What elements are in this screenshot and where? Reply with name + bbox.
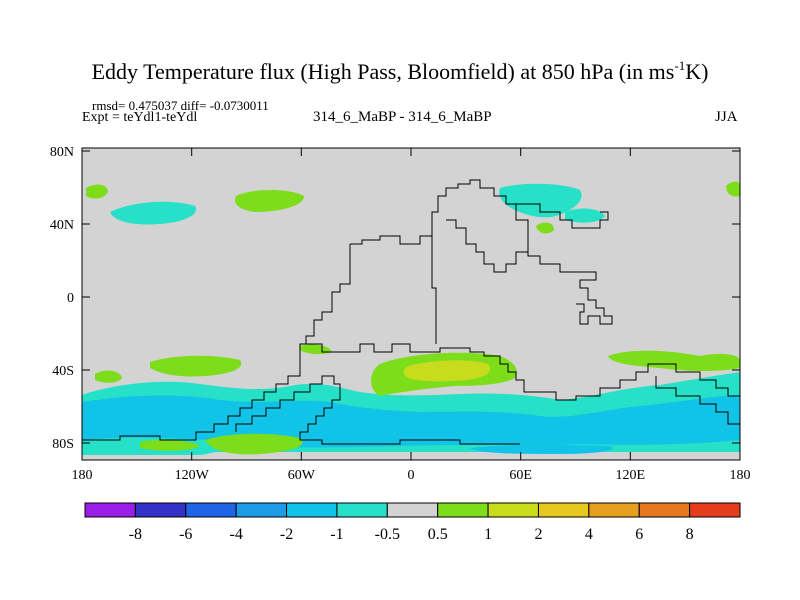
colorbar-label: 2 xyxy=(534,526,542,543)
coastline-south-west xyxy=(235,375,520,445)
colorbar-label: -2 xyxy=(280,526,293,543)
lat-label-40s: 40S xyxy=(52,364,74,379)
colorbar-label: -8 xyxy=(129,526,142,543)
colorbar-label: -4 xyxy=(229,526,242,543)
green-patch-north-east-edge xyxy=(726,181,740,197)
lat-label-0: 0 xyxy=(67,291,74,306)
colorbar-swatch xyxy=(487,502,539,518)
stats-line: rmsd= 0.475037 diff= -0.0730011 xyxy=(92,98,269,113)
coastline-americas xyxy=(350,179,613,325)
coastline-west-continent xyxy=(82,244,351,441)
green-patch-asia xyxy=(536,222,554,234)
lat-label-80s: 80S xyxy=(52,437,74,452)
colorbar-labels: -8 -6 -4 -2 -1 -0.5 0.5 1 2 4 6 8 xyxy=(129,526,694,543)
plot-title: Eddy Temperature flux (High Pass, Bloomf… xyxy=(0,58,800,85)
colorbar-label: 4 xyxy=(585,526,593,543)
lon-label-60e: 60E xyxy=(509,468,532,483)
green-patch-southwest-pacific xyxy=(150,355,242,377)
colorbar-label: -1 xyxy=(330,526,343,543)
colorbar-label: 1 xyxy=(484,526,492,543)
colorbar-label: -6 xyxy=(179,526,192,543)
lat-label-40n: 40N xyxy=(50,218,74,233)
green-patch-south-pacific-small xyxy=(95,370,122,383)
lon-label-180w: 180 xyxy=(72,468,93,483)
colorbar-swatch xyxy=(134,502,187,518)
yellow-patch-south-atlantic xyxy=(403,360,490,382)
season-label: JJA xyxy=(715,109,738,125)
colorbar-label: 8 xyxy=(686,526,694,543)
coastline-central xyxy=(306,343,740,401)
colorbar-label: 0.5 xyxy=(428,526,448,543)
colorbar-swatch xyxy=(185,502,237,518)
axis-ticks xyxy=(81,148,741,460)
coastline-north-east xyxy=(506,203,609,229)
cyan-patch-asia-2 xyxy=(565,208,605,223)
coastline-inner-land xyxy=(431,219,528,344)
colorbar-swatch xyxy=(336,502,388,518)
case-label: 314_6_MaBP - 314_6_MaBP xyxy=(313,109,492,125)
green-patch-southwest xyxy=(205,433,303,455)
green-patch-southeast xyxy=(608,350,740,371)
colorbar xyxy=(84,502,741,518)
blue-strip-bottom xyxy=(470,444,613,454)
title-main: Eddy Temperature flux (High Pass, Bloomf… xyxy=(91,59,675,84)
colorbar-swatch xyxy=(235,502,288,518)
title-superscript: -1 xyxy=(674,58,686,73)
colorbar-swatch xyxy=(84,502,136,518)
colorbar-swatch xyxy=(286,502,338,518)
green-patch-north-america xyxy=(234,190,304,212)
lat-label-80n: 80N xyxy=(50,145,74,160)
colorbar-swatch xyxy=(588,502,640,518)
lon-label-180e: 180 xyxy=(730,468,751,483)
coastlines xyxy=(82,179,740,445)
colorbar-swatch xyxy=(689,502,741,518)
experiment-label: Expt = teYdl1-teYdl xyxy=(82,110,198,125)
green-patch-southwest-2 xyxy=(140,439,200,451)
lon-label-0: 0 xyxy=(408,468,415,483)
colorbar-swatch xyxy=(437,502,489,518)
cyan-patch-north-pacific xyxy=(110,201,197,225)
colorbar-label: -0.5 xyxy=(375,526,400,543)
green-patch-north-pacific-west xyxy=(86,184,108,199)
latitude-labels: 80N 40N 0 40S 80S xyxy=(50,145,74,452)
title-tail: K) xyxy=(685,59,709,84)
map-field xyxy=(82,148,740,460)
coastline-south-east xyxy=(655,376,740,425)
colorbar-swatch xyxy=(386,502,439,518)
colorbar-swatch xyxy=(537,502,590,518)
longitude-labels: 180 120W 60W 0 60E 120E 180 xyxy=(72,468,751,483)
lon-label-60w: 60W xyxy=(288,468,316,483)
colorbar-label: 6 xyxy=(635,526,643,543)
lon-label-120e: 120E xyxy=(616,468,646,483)
cyan-patch-asia xyxy=(499,183,582,218)
lon-label-120w: 120W xyxy=(175,468,210,483)
colorbar-swatch xyxy=(638,502,691,518)
